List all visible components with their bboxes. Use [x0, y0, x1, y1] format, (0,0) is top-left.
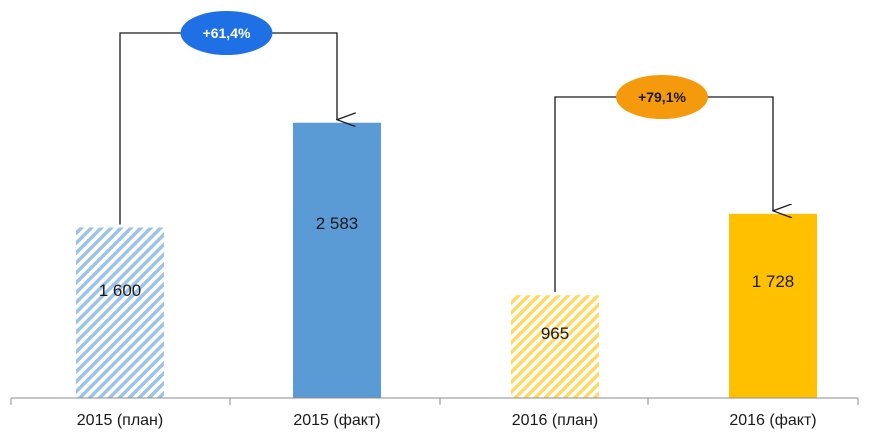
growth-badge-1: [180, 11, 273, 55]
x-tick-label-2: 2015 (факт): [293, 412, 380, 429]
growth-badge-2: [616, 75, 708, 119]
x-tick-label-4: 2016 (факт): [729, 412, 816, 429]
bar-1: [76, 227, 164, 398]
bar-2: [293, 122, 381, 398]
data-label-2: 2 583: [316, 214, 359, 233]
data-label-3: 965: [541, 324, 569, 343]
bar-3: [511, 295, 599, 398]
growth-badge-label-1: +61,4%: [203, 25, 251, 41]
bar-4: [729, 213, 817, 398]
data-label-4: 1 728: [752, 272, 795, 291]
x-tick-label-1: 2015 (план): [77, 412, 163, 429]
growth-badge-label-2: +79,1%: [638, 89, 686, 105]
x-tick-label-3: 2016 (план): [512, 412, 598, 429]
data-label-1: 1 600: [99, 281, 142, 300]
